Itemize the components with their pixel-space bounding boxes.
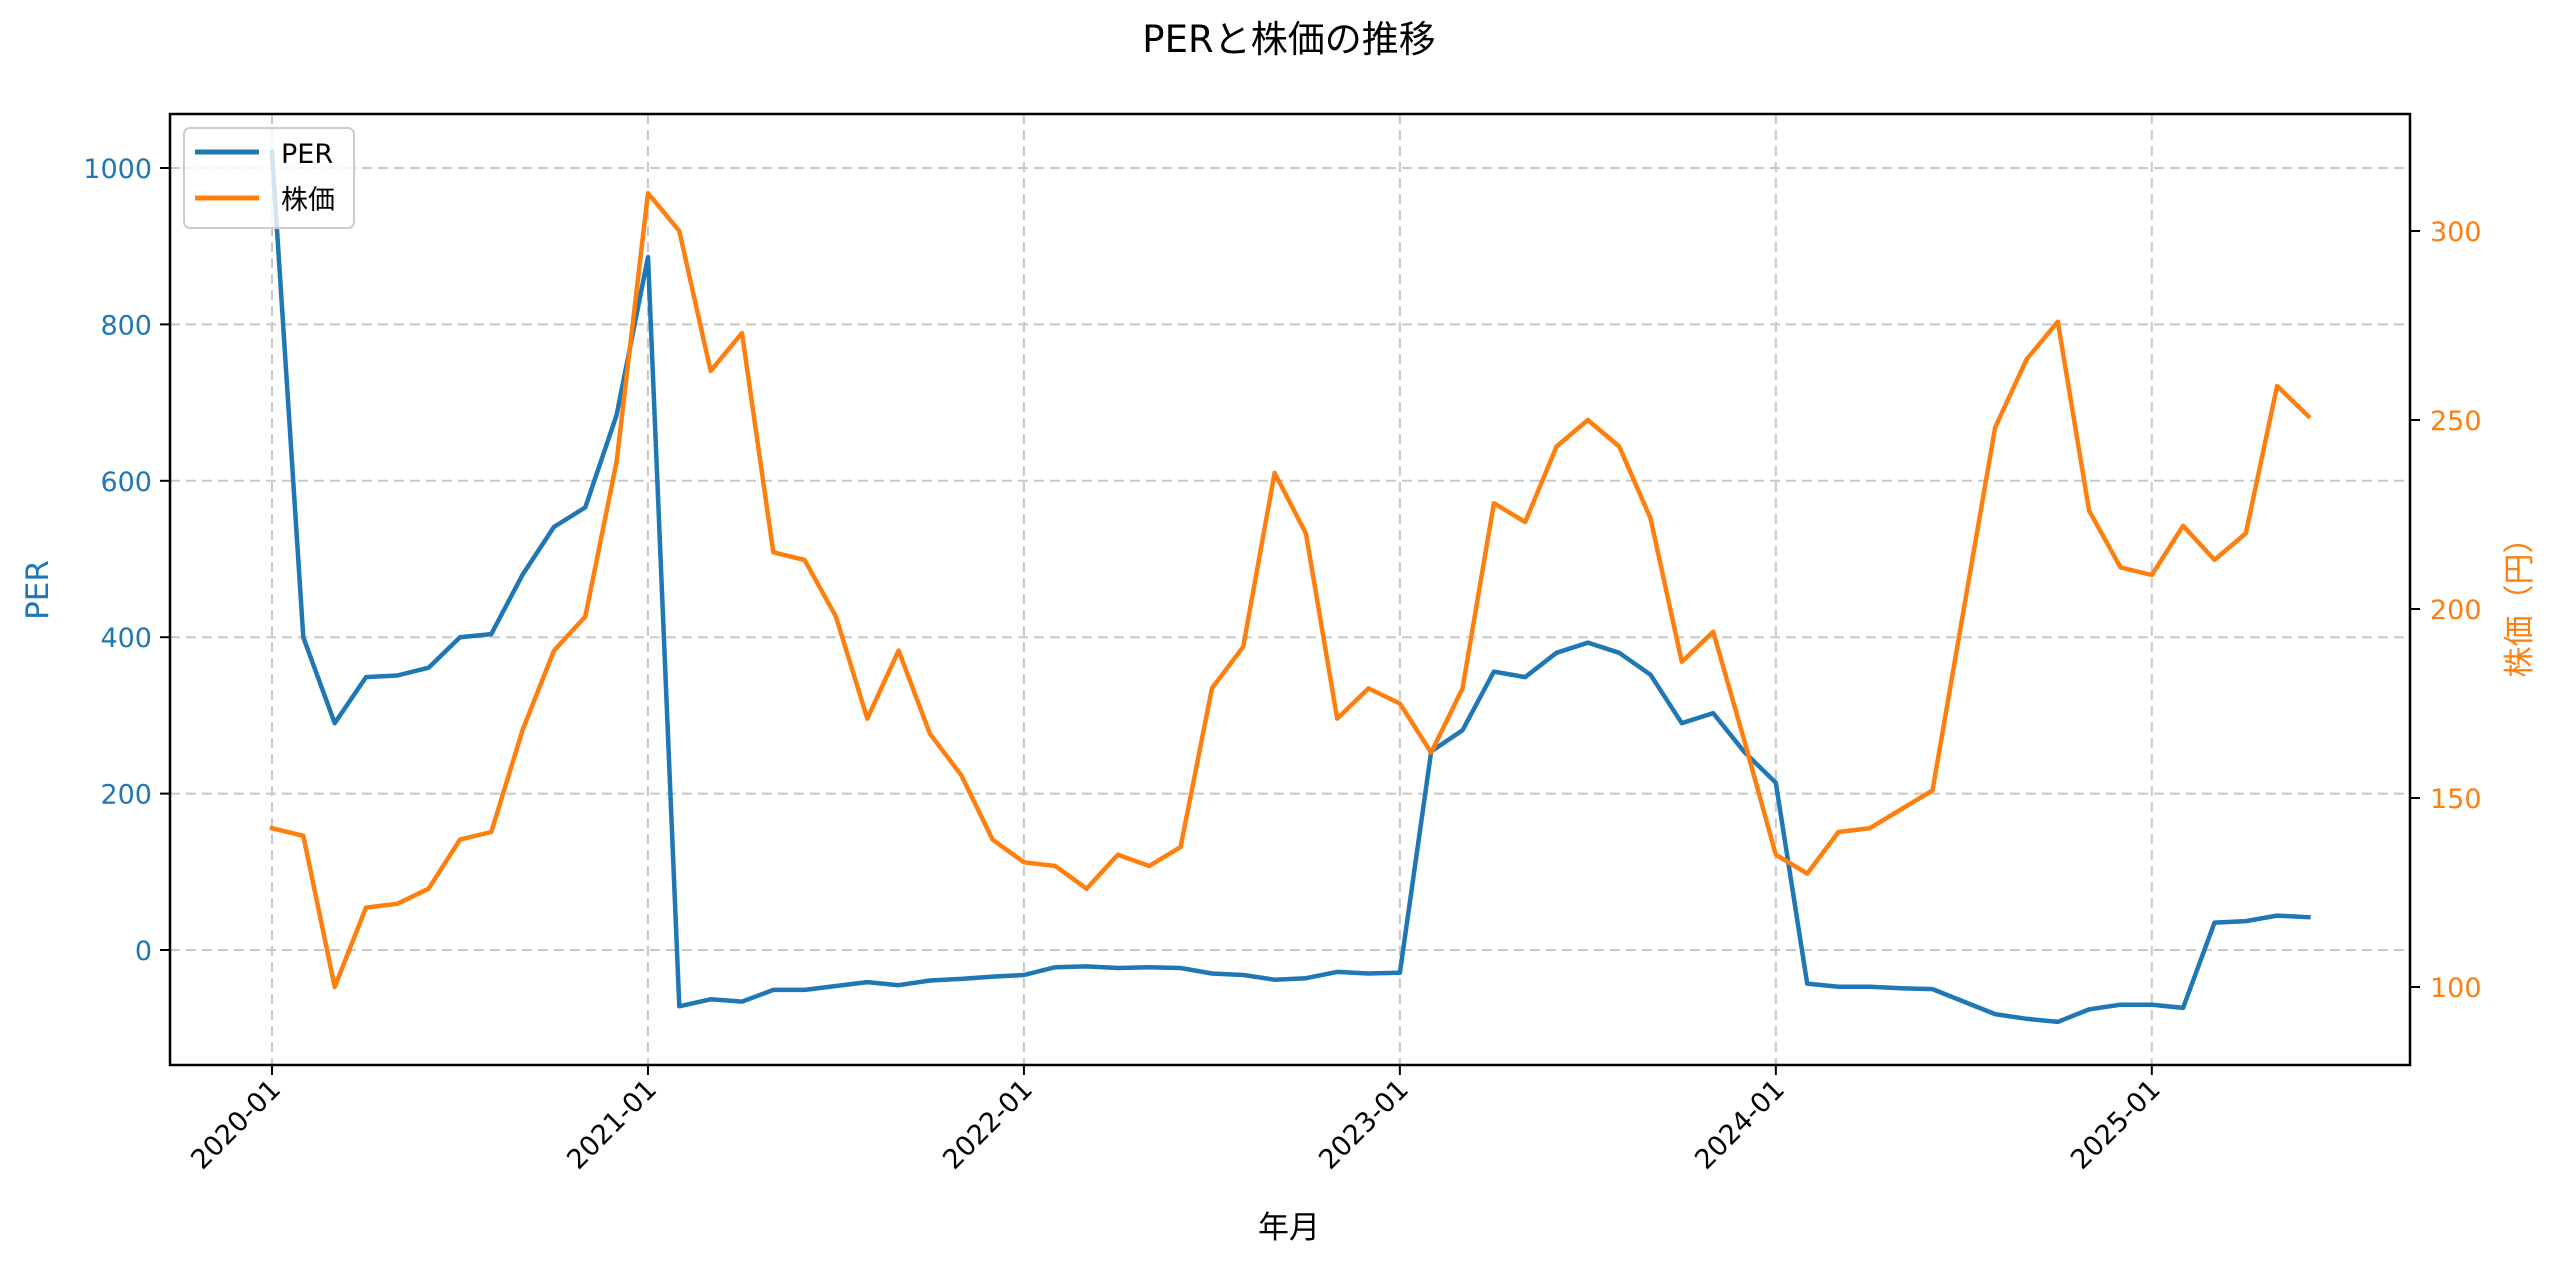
right-y-axis-title: 株価（円） xyxy=(2502,523,2538,678)
right-tick-label: 250 xyxy=(2430,406,2482,437)
left-tick-label: 800 xyxy=(100,310,152,341)
left-tick-label: 600 xyxy=(100,467,152,498)
left-tick-label: 400 xyxy=(100,623,152,654)
legend: PER 株価 xyxy=(183,127,355,229)
x-tick-label: 2024-01 xyxy=(1689,1074,1791,1176)
x-tick-label: 2020-01 xyxy=(185,1074,287,1176)
x-tick-label: 2021-01 xyxy=(561,1074,663,1176)
plot-frame xyxy=(168,112,2412,1067)
right-tick-label: 100 xyxy=(2430,973,2482,1004)
left-tick-label: 1000 xyxy=(83,154,152,185)
right-y-axis: 100 150 200 250 300 xyxy=(2410,217,2482,1004)
per-line xyxy=(269,150,2311,1025)
right-tick-label: 150 xyxy=(2430,784,2482,815)
right-tick-label: 200 xyxy=(2430,595,2482,626)
grid-lines xyxy=(170,114,2410,1065)
left-y-axis: 0 200 400 600 800 1000 xyxy=(83,154,170,967)
x-tick-label: 2025-01 xyxy=(2065,1074,2167,1176)
x-tick-label: 2022-01 xyxy=(937,1074,1039,1176)
chart-title: PERと株価の推移 xyxy=(1142,18,1435,61)
left-tick-label: 200 xyxy=(100,780,152,811)
x-tick-label: 2023-01 xyxy=(1313,1074,1415,1176)
price-line xyxy=(269,190,2312,990)
left-tick-label: 0 xyxy=(135,936,152,967)
data-series xyxy=(269,150,2312,1025)
legend-label-price: 株価 xyxy=(281,185,335,216)
x-axis: 2020-01 2021-01 2022-01 2023-01 2024-01 2025-… xyxy=(185,1065,2167,1176)
x-axis-title: 年月 xyxy=(1258,1210,1320,1246)
legend-label-per: PER xyxy=(281,139,333,170)
right-tick-label: 300 xyxy=(2430,217,2482,248)
left-y-axis-title: PER xyxy=(20,560,56,620)
